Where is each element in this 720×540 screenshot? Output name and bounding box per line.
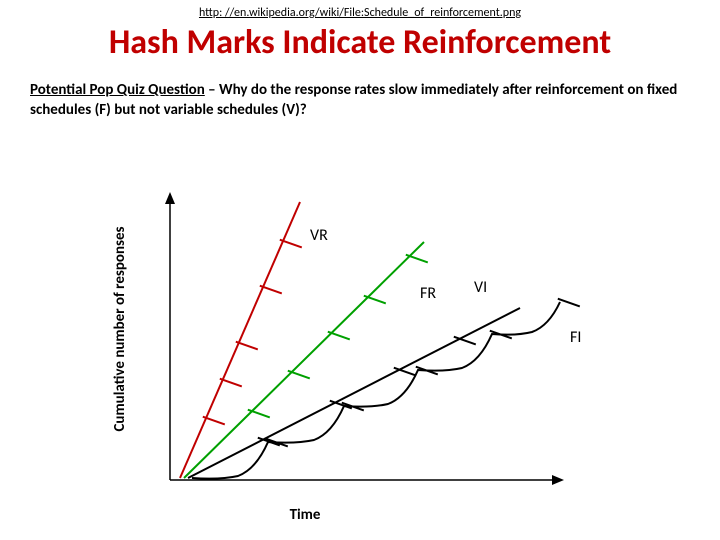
page-title: Hash Marks Indicate Reinforcement bbox=[0, 22, 720, 63]
series-label-vi: VI bbox=[474, 278, 487, 297]
question-underline: Potential Pop Quiz Question bbox=[30, 81, 205, 99]
y-axis-label: Cumulative number of responses bbox=[111, 199, 129, 459]
x-axis-label: Time bbox=[130, 506, 480, 524]
source-link[interactable]: http: //en.wikipedia.org/wiki/File:Sched… bbox=[0, 0, 720, 20]
series-label-fr: FR bbox=[420, 284, 436, 303]
series-label-vr: VR bbox=[310, 226, 328, 245]
reinforcement-chart: Cumulative number of responses Time VRFR… bbox=[130, 190, 590, 520]
chart-plot bbox=[150, 190, 600, 490]
series-label-fi: FI bbox=[570, 328, 581, 347]
quiz-question: Potential Pop Quiz Question – Why do the… bbox=[30, 81, 690, 120]
